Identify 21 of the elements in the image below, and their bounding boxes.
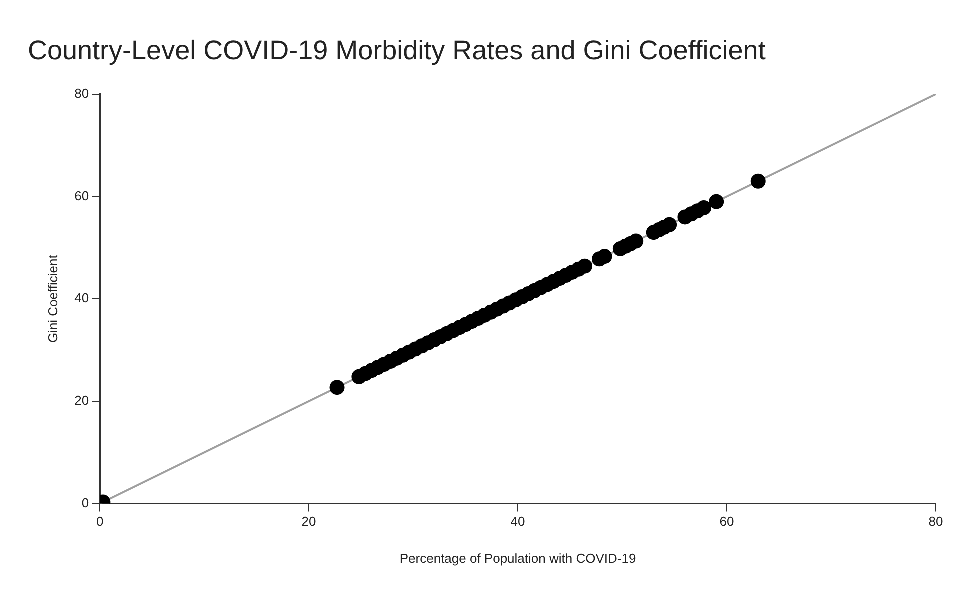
y-tick-label: 0 <box>82 495 90 510</box>
y-axis-title: Gini Coefficient <box>45 254 60 344</box>
x-axis-title: Percentage of Population with COVID-19 <box>400 550 636 566</box>
point <box>628 234 644 249</box>
x-tick-label: 80 <box>928 514 944 530</box>
point <box>597 249 612 264</box>
y-tick-label: 80 <box>74 86 90 101</box>
point <box>709 194 724 210</box>
point <box>330 380 345 396</box>
x-tick-label: 20 <box>302 514 316 530</box>
x-tick-label: 0 <box>96 514 104 530</box>
x-tick-label: 60 <box>720 514 734 530</box>
point <box>662 217 678 232</box>
chart-title: Country-Level COVID-19 Morbidity Rates and Gini Coefficient <box>28 36 766 66</box>
point <box>696 200 712 216</box>
y-tick-label: 60 <box>74 188 90 204</box>
x-tick-label: 40 <box>510 514 526 530</box>
point <box>750 174 766 189</box>
point <box>577 258 592 274</box>
y-tick-label: 40 <box>74 290 90 306</box>
y-tick-label: 20 <box>74 393 90 408</box>
